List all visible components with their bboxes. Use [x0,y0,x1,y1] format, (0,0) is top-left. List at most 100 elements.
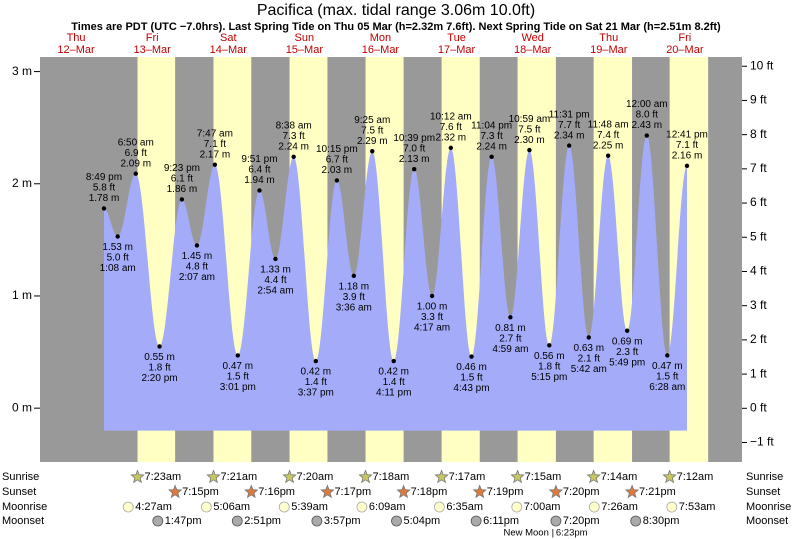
tide-meters: 1.45 m [182,251,213,262]
tide-meters: 2.30 m [514,135,545,146]
moon-phase-time: 6:23pm [556,528,588,539]
sunrise-time: 7:23am [145,471,182,483]
sunset-time: 7:16pm [258,486,295,498]
moonset-time: 6:11pm [483,515,519,527]
moonrise-icon [511,501,523,513]
weekday-label: Sun [295,32,315,44]
tide-time: 2:07 am [179,272,215,283]
tide-time: 4:59 am [492,344,528,355]
tide-meters: 0.69 m [612,336,643,347]
date-label: 20–Mar [666,44,704,56]
star-icon [510,469,525,484]
y-tick-label: 0 m [12,400,32,414]
tide-feet: 7.5 ft [518,124,540,135]
star-icon [320,484,335,499]
moonrise-time: 5:39am [291,501,328,513]
chart-title: Pacifica (max. tidal range 3.06m 10.0ft) [257,2,535,19]
tide-meters: 2.25 m [593,140,624,151]
tide-meters: 0.55 m [144,352,175,363]
tide-feet: 7.0 ft [403,143,425,154]
tide-feet: 2.1 ft [578,354,600,365]
row-label: Sunset [746,486,780,498]
tide-point [644,133,649,138]
tide-feet: 2.3 ft [616,347,638,358]
y2-tick-label: 5 ft [750,229,767,243]
moonset-icon [630,515,642,527]
moonrise-icon [588,501,600,513]
star-icon [472,484,487,499]
sunrise-time: 7:21am [221,471,258,483]
row-label: Moonset [746,515,788,527]
tide-time: 2:20 pm [141,373,177,384]
moonset-icon [550,515,562,527]
tide-meters: 2.32 m [436,133,467,144]
tide-feet: 7.3 ft [283,131,305,142]
tide-point [489,154,494,160]
tide-point [469,354,474,359]
tide-feet: 1.4 ft [305,377,327,388]
tide-point [291,154,296,160]
moonrise-time: 7:26am [601,501,638,513]
y2-tick-label: 9 ft [750,93,767,107]
tide-feet: 7.3 ft [481,131,503,142]
tide-point [157,344,162,349]
tide-meters: 0.63 m [573,343,604,354]
tide-time: 9:25 am [354,115,390,126]
star-icon [624,484,640,499]
y-tick-label: 2 m [12,176,32,190]
tide-meters: 1.53 m [102,242,133,253]
sunset-time: 7:15pm [182,486,219,498]
moonset-time: 7:20pm [563,515,600,527]
weekday-label: Fri [678,32,691,44]
star-icon [130,469,145,484]
moonset-icon [391,515,402,527]
tide-point [235,353,241,358]
sunset-time: 7:18pm [411,486,448,498]
tide-feet: 7.6 ft [440,122,462,133]
tide-meters: 2.03 m [322,165,353,176]
tide-point [624,328,630,333]
tide-feet: 7.1 ft [204,139,226,150]
moonrise-time: 5:06am [213,501,250,513]
moonrise-icon [666,501,678,513]
y2-tick-label: 7 ft [750,161,767,175]
tide-meters: 2.13 m [399,154,430,165]
weekday-label: Wed [521,32,543,44]
tide-point [101,206,107,211]
date-label: 16–Mar [362,44,400,56]
tide-meters: 2.17 m [200,149,231,160]
tide-point [391,358,396,364]
row-label: Moonrise [2,501,47,513]
tide-feet: 2.7 ft [499,333,521,344]
tide-feet: 4.8 ft [186,262,208,273]
moonrise-icon [433,501,445,513]
tide-meters: 2.34 m [554,130,585,141]
moonset-time: 1:47pm [165,515,202,527]
tide-feet: 7.7 ft [558,120,580,131]
y-tick-label: 1 m [12,288,32,302]
tide-point [665,353,670,358]
tide-meters: 2.43 m [632,120,663,131]
tide-time: 9:23 pm [164,163,200,174]
tide-time: 11:31 pm [549,109,590,120]
tide-feet: 4.4 ft [264,275,286,286]
tide-feet: 6.9 ft [125,148,147,159]
star-icon [282,469,297,484]
tide-point [527,147,532,153]
tide-feet: 3.9 ft [343,292,365,303]
moon-phase-name: New Moon [503,528,548,539]
tide-feet: 5.0 ft [107,253,129,264]
moonrise-icon [278,501,290,513]
y-tick-label: 3 m [12,64,32,78]
tide-time: 10:12 am [430,112,472,123]
tide-point [351,273,357,278]
date-label: 13–Mar [134,44,172,56]
tide-feet: 6.7 ft [326,155,348,166]
tide-time: 3:01 pm [220,382,256,393]
moonset-time: 2:51pm [244,515,281,527]
tide-point [508,315,513,320]
row-label: Sunset [2,486,36,498]
weekday-label: Tue [447,32,466,44]
weekday-label: Mon [370,32,391,44]
